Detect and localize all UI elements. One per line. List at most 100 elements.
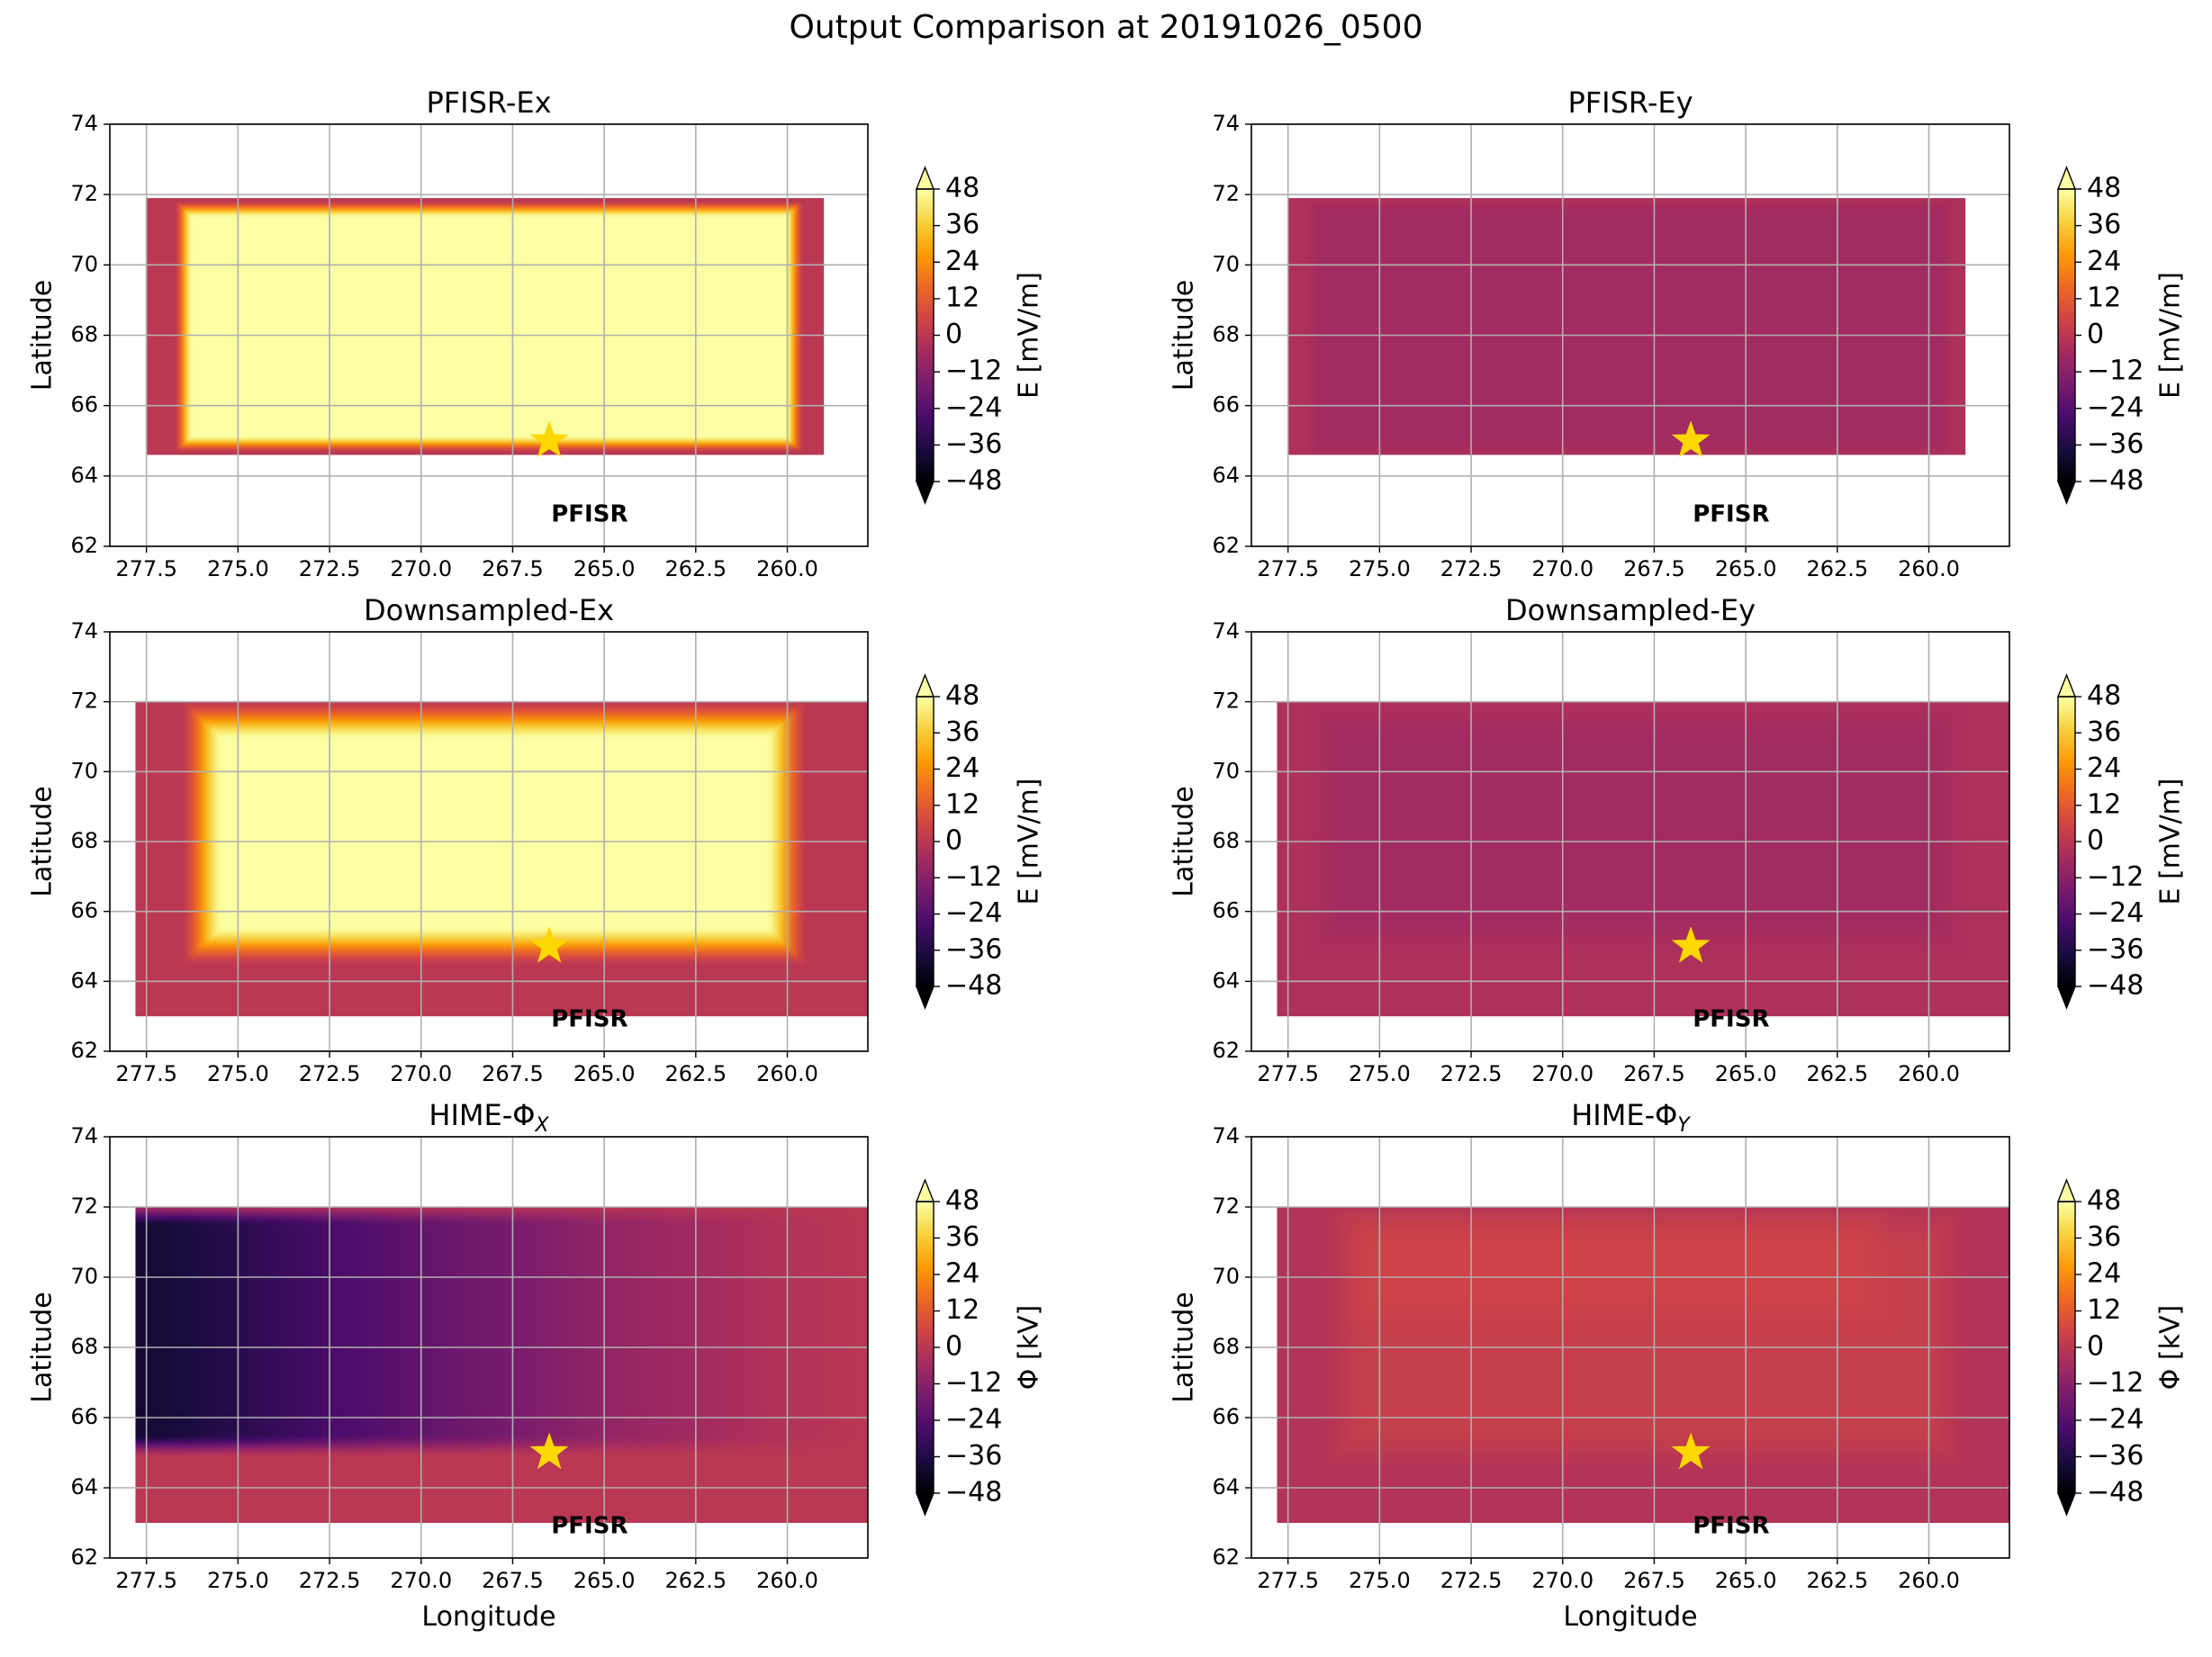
y-tick-label: 74 [70,618,98,644]
x-tick-label: 262.5 [1806,1061,1868,1086]
x-tick-label: 267.5 [482,556,544,581]
x-tick-label: 265.0 [573,556,636,581]
colorbar-label: Φ [kV] [1014,1305,1045,1390]
x-tick-label: 262.5 [1806,1568,1868,1593]
y-tick-label: 72 [70,181,98,206]
colorbar: −48 −36 −24 −12 0 12 24 36 48 E [mV/m] [915,673,1045,1010]
x-tick-label: 265.0 [1715,1061,1777,1086]
x-tick-label: 260.0 [1898,1568,1960,1593]
subplot-2: PFISR 277.5 275.0 272.5 270.0 267.5 265.0 262.5… [1169,86,2187,581]
x-tick-label: 270.0 [390,556,452,581]
colorbar-tick-label: −36 [2087,933,2144,965]
colorbar-tick-label: −24 [945,1404,1002,1436]
x-tick-label: 262.5 [664,1061,727,1086]
pfisr-marker-label: PFISR [551,1006,627,1033]
x-tick-label: 272.5 [299,556,361,581]
x-tick-label: 262.5 [664,556,727,581]
y-tick-label: 68 [1212,1334,1240,1359]
subplot-title-subscript: Y [1677,1114,1691,1137]
y-tick-label: 66 [1212,898,1240,923]
x-tick-label: 270.0 [1531,556,1594,581]
pfisr-star-marker [1671,1432,1711,1470]
colorbar-extend-bottom [2056,481,2077,505]
heatmap-field [1277,701,2009,1017]
y-tick-label: 68 [1212,322,1240,347]
colorbar-tick-label: −24 [945,897,1002,929]
x-tick-label: 270.0 [390,1568,452,1593]
x-tick-label: 267.5 [482,1061,544,1086]
colorbar-tick-label: −24 [945,392,1002,423]
heatmap-field [135,1207,868,1523]
y-tick-label: 62 [70,1038,98,1063]
colorbar-tick-label: −48 [2087,465,2144,497]
colorbar-tick-label: −36 [2087,428,2144,460]
colorbar-gradient [2058,697,2075,986]
x-tick-label: 267.5 [1623,1061,1685,1086]
colorbar-tick-label: −48 [945,1477,1002,1508]
x-tick-label: 270.0 [1531,1061,1594,1086]
colorbar-tick-label: 36 [2087,209,2121,240]
y-tick-label: 70 [70,1264,98,1289]
heatmap-field [1277,1207,2009,1523]
colorbar: −48 −36 −24 −12 0 12 24 36 48 E [mV/m] [2056,166,2187,505]
colorbar-tick-label: 0 [945,1331,962,1363]
y-tick-label: 66 [1212,392,1240,418]
y-tick-label: 64 [70,968,98,993]
subplot-title: Downsampled-Ey [1505,593,1756,627]
colorbar-tick-label: 24 [945,1258,980,1290]
subplot-5: PFISR 277.5 275.0 272.5 270.0 267.5 265.0 262.5… [27,1098,1045,1633]
colorbar-tick-label: 24 [2087,246,2121,277]
x-tick-label: 262.5 [1806,556,1868,581]
subplot-title-subscript: X [534,1114,549,1137]
colorbar-label: Φ [kV] [2155,1305,2187,1390]
y-tick-label: 74 [1212,618,1240,644]
x-tick-label: 272.5 [299,1061,361,1086]
pfisr-marker-label: PFISR [1693,1006,1769,1033]
x-axis-label: Longitude [1563,1601,1697,1633]
colorbar-tick-label: −24 [2087,392,2144,423]
y-axis-label: Latitude [27,1292,59,1402]
colorbar-extend-top [915,166,935,190]
subplot-1: PFISR 277.5 275.0 272.5 270.0 267.5 265.0 262.5… [27,86,1045,581]
pfisr-star-marker [529,1432,569,1470]
colorbar-tick-label: −36 [945,933,1002,965]
x-tick-label: 272.5 [1440,1061,1503,1086]
colorbar-extend-top [915,1178,935,1202]
y-tick-label: 62 [70,533,98,558]
y-tick-label: 70 [70,758,98,783]
colorbar-gradient [916,189,934,482]
x-tick-label: 270.0 [390,1061,452,1086]
pfisr-marker-label: PFISR [1693,1512,1769,1539]
y-tick-label: 64 [70,1474,98,1499]
colorbar-tick-label: 24 [945,246,980,277]
colorbar-tick-label: 36 [945,716,980,748]
colorbar-label: E [mV/m] [2155,272,2187,399]
x-tick-label: 277.5 [1257,1061,1319,1086]
y-tick-label: 68 [1212,828,1240,853]
y-tick-label: 70 [1212,1264,1240,1289]
colorbar-tick-label: 48 [2087,1185,2121,1217]
y-tick-label: 68 [70,1334,98,1359]
y-axis-label: Latitude [1169,280,1200,391]
colorbar-tick-label: 12 [2087,788,2121,820]
colorbar-tick-label: −48 [2087,1477,2144,1508]
x-tick-label: 272.5 [299,1568,361,1593]
y-tick-label: 62 [1212,533,1240,558]
colorbar: −48 −36 −24 −12 0 12 24 36 48 E [mV/m] [915,166,1045,505]
x-tick-label: 272.5 [1440,556,1503,581]
x-tick-label: 267.5 [1623,1568,1685,1593]
x-tick-label: 265.0 [1715,1568,1777,1593]
x-tick-label: 265.0 [1715,556,1777,581]
y-tick-label: 66 [1212,1404,1240,1429]
heatmap-field [1287,198,1966,455]
colorbar-extend-top [915,673,935,698]
x-tick-label: 270.0 [1531,1568,1594,1593]
colorbar-tick-label: −12 [2087,356,2144,387]
x-tick-label: 265.0 [573,1568,636,1593]
x-tick-label: 277.5 [115,556,177,581]
pfisr-star-marker [1671,926,1711,963]
x-tick-label: 260.0 [756,556,818,581]
y-axis-label: Latitude [1169,786,1200,896]
colorbar-extend-bottom [2056,1492,2077,1517]
colorbar-tick-label: 36 [945,209,980,240]
